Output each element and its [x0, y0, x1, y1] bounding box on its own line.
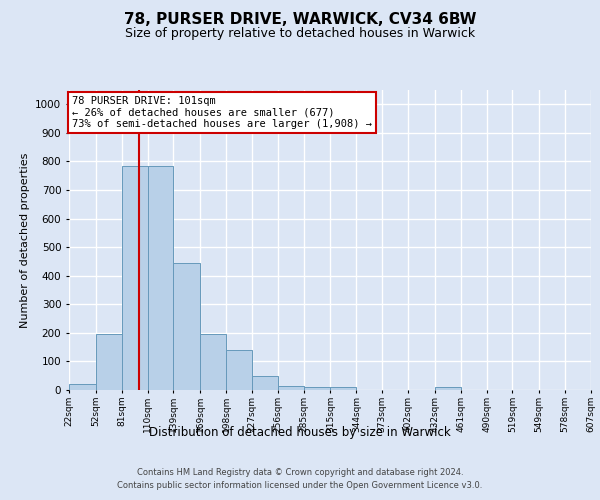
- Bar: [278, 386, 304, 390]
- Bar: [69, 384, 96, 390]
- Bar: [173, 263, 200, 390]
- Bar: [96, 334, 122, 390]
- Text: Distribution of detached houses by size in Warwick: Distribution of detached houses by size …: [149, 426, 451, 439]
- Bar: [122, 166, 148, 390]
- Text: 78 PURSER DRIVE: 101sqm
← 26% of detached houses are smaller (677)
73% of semi-d: 78 PURSER DRIVE: 101sqm ← 26% of detache…: [71, 96, 371, 129]
- Text: Contains HM Land Registry data © Crown copyright and database right 2024.: Contains HM Land Registry data © Crown c…: [137, 468, 463, 477]
- Bar: [226, 350, 252, 390]
- Text: Size of property relative to detached houses in Warwick: Size of property relative to detached ho…: [125, 28, 475, 40]
- Bar: [148, 166, 173, 390]
- Bar: [252, 376, 278, 390]
- Text: Contains public sector information licensed under the Open Government Licence v3: Contains public sector information licen…: [118, 480, 482, 490]
- Bar: [331, 386, 356, 390]
- Text: 78, PURSER DRIVE, WARWICK, CV34 6BW: 78, PURSER DRIVE, WARWICK, CV34 6BW: [124, 12, 476, 28]
- Bar: [435, 387, 461, 390]
- Bar: [200, 334, 226, 390]
- Bar: [304, 386, 331, 390]
- Y-axis label: Number of detached properties: Number of detached properties: [20, 152, 29, 328]
